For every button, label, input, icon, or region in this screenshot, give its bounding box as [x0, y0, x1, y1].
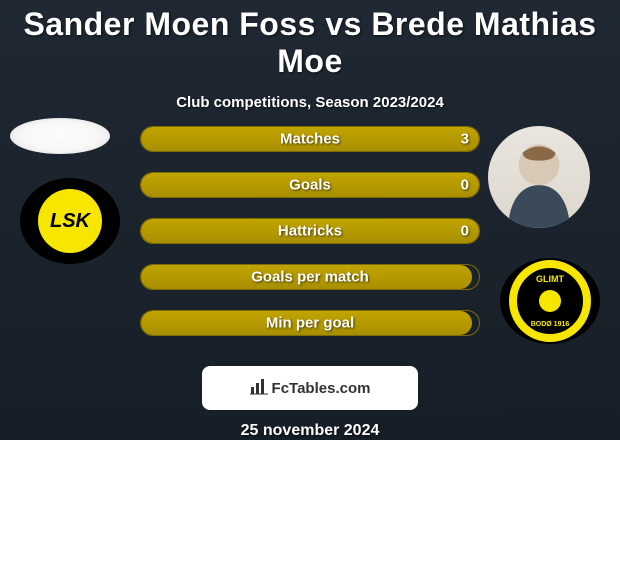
- page-title: Sander Moen Foss vs Brede Mathias Moe: [0, 0, 620, 80]
- club-left-abbr: LSK: [38, 189, 102, 253]
- stat-bar-row: Min per goal: [140, 310, 480, 336]
- stat-bar-row: Matches3: [140, 126, 480, 152]
- club-badge-left: LSK: [20, 178, 120, 264]
- attribution-text: FcTables.com: [272, 380, 371, 397]
- stat-bar-value: 0: [461, 177, 469, 194]
- person-icon: [488, 126, 590, 228]
- stat-bar-label: Min per goal: [141, 315, 479, 332]
- stat-bar-row: Goals per match: [140, 264, 480, 290]
- stat-bars: Matches3Goals0Hattricks0Goals per matchM…: [140, 126, 480, 356]
- club-right-bottom-text: BODØ 1916: [531, 321, 570, 328]
- subtitle: Club competitions, Season 2023/2024: [0, 94, 620, 111]
- stat-bar-label: Matches: [141, 131, 479, 148]
- stat-bar-value: 0: [461, 223, 469, 240]
- stat-bar-row: Goals0: [140, 172, 480, 198]
- club-right-top-text: GLIMT: [536, 274, 564, 284]
- stat-bar-label: Hattricks: [141, 223, 479, 240]
- player-left-avatar: [10, 118, 110, 154]
- attribution-box: FcTables.com: [202, 366, 418, 410]
- bar-chart-icon: [250, 377, 268, 400]
- stat-bar-value: 3: [461, 131, 469, 148]
- stat-bar-row: Hattricks0: [140, 218, 480, 244]
- club-badge-right: GLIMT BODØ 1916: [500, 258, 600, 344]
- comparison-card: Sander Moen Foss vs Brede Mathias Moe Cl…: [0, 0, 620, 440]
- player-right-avatar: [488, 126, 590, 228]
- stat-bar-label: Goals: [141, 177, 479, 194]
- club-right-ball-icon: [539, 290, 561, 312]
- stat-bar-label: Goals per match: [141, 269, 479, 286]
- date-text: 25 november 2024: [0, 422, 620, 440]
